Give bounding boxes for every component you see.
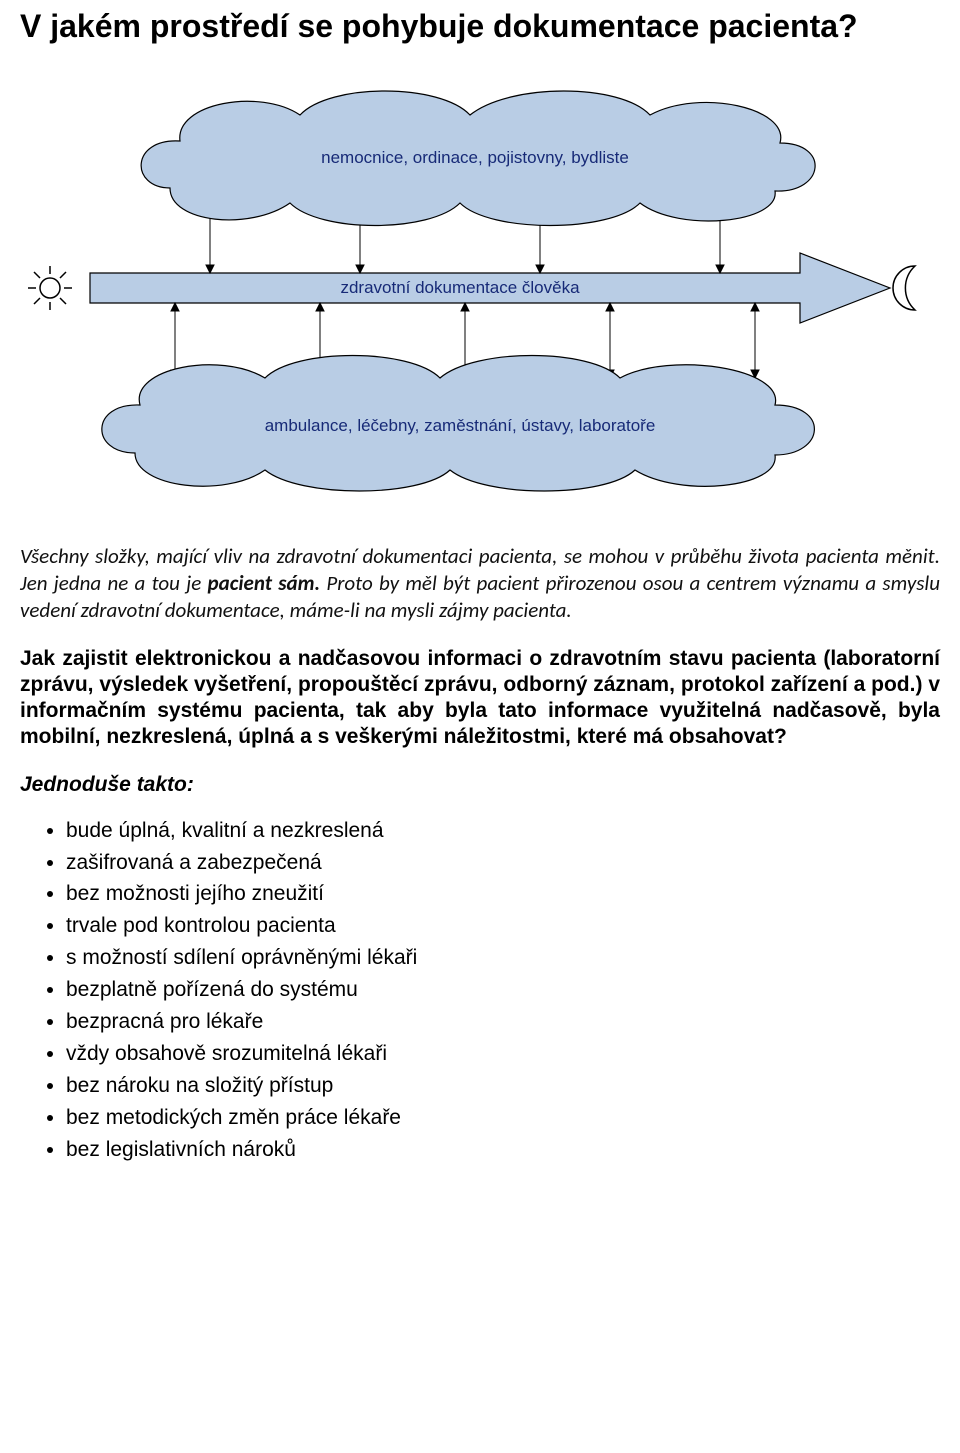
moon-icon — [893, 266, 915, 310]
top-cloud: nemocnice, ordinace, pojistovny, bydlist… — [141, 91, 815, 226]
list-item: s možností sdílení oprávněnými lékaři — [66, 942, 940, 974]
intro-paragraph: Všechny složky, mající vliv na zdravotní… — [20, 543, 940, 624]
intro-emphasis: pacient sám. — [208, 570, 321, 596]
list-item: bezplatně pořízená do systému — [66, 974, 940, 1006]
bottom-cloud: ambulance, léčebny, zaměstnání, ústavy, … — [102, 356, 815, 492]
list-item: bude úplná, kvalitní a nezkreslená — [66, 815, 940, 847]
page: V jakém prostředí se pohybuje dokumentac… — [0, 8, 960, 1186]
top-cloud-label: nemocnice, ordinace, pojistovny, bydlist… — [321, 148, 629, 167]
arrow-label: zdravotní dokumentace člověka — [340, 278, 580, 297]
lead-paragraph: Jednoduše takto: — [20, 773, 940, 797]
list-item: bez nároku na složitý přístup — [66, 1070, 940, 1102]
body-paragraph: Jak zajistit elektronickou a nadčasovou … — [20, 646, 940, 751]
list-item: bez možnosti jejího zneužití — [66, 878, 940, 910]
list-item: bez legislativních nároků — [66, 1134, 940, 1166]
page-title: V jakém prostředí se pohybuje dokumentac… — [20, 8, 940, 45]
list-item: vždy obsahově srozumitelná lékaři — [66, 1038, 940, 1070]
list-item: zašifrovaná a zabezpečená — [66, 847, 940, 879]
list-item: trvale pod kontrolou pacienta — [66, 910, 940, 942]
bullet-list: bude úplná, kvalitní a nezkreslená zašif… — [44, 815, 940, 1166]
environment-diagram: zdravotní dokumentace člověka — [20, 73, 940, 503]
connectors-top — [206, 198, 724, 273]
list-item: bezpracná pro lékaře — [66, 1006, 940, 1038]
bottom-cloud-label: ambulance, léčebny, zaměstnání, ústavy, … — [265, 416, 656, 435]
sun-icon — [28, 266, 72, 310]
list-item: bez metodických změn práce lékaře — [66, 1102, 940, 1134]
